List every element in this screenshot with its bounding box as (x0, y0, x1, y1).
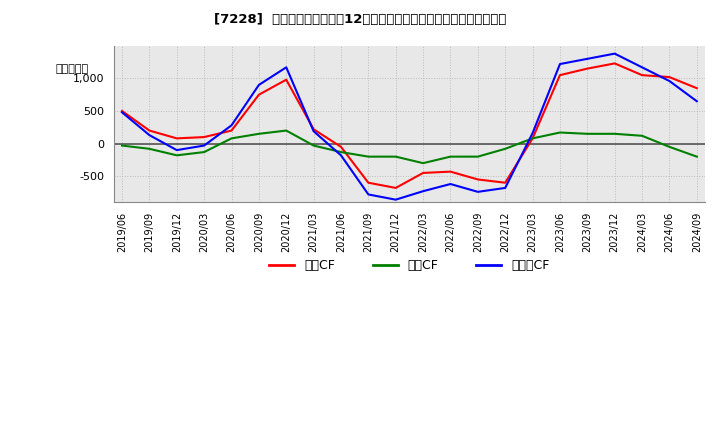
営業CF (228, 128, 236, 133)
営業CF (611, 61, 619, 66)
フリーCF (364, 192, 373, 197)
営業CF (364, 180, 373, 185)
フリーCF (310, 128, 318, 134)
Legend: 営業CF, 投資CF, フリーCF: 営業CF, 投資CF, フリーCF (264, 254, 554, 277)
フリーCF (528, 131, 537, 136)
投資CF (556, 130, 564, 135)
投資CF (200, 150, 209, 155)
投資CF (446, 154, 455, 159)
フリーCF (255, 82, 264, 88)
フリーCF (665, 78, 674, 84)
投資CF (392, 154, 400, 159)
投資CF (665, 144, 674, 150)
営業CF (117, 108, 126, 114)
営業CF (501, 180, 510, 185)
投資CF (419, 161, 428, 166)
営業CF (638, 73, 647, 78)
投資CF (282, 128, 291, 133)
投資CF (583, 131, 592, 136)
営業CF (446, 169, 455, 174)
投資CF (228, 136, 236, 141)
投資CF (693, 154, 701, 159)
営業CF (693, 85, 701, 91)
フリーCF (173, 147, 181, 153)
フリーCF (145, 132, 154, 138)
投資CF (638, 133, 647, 139)
営業CF (419, 170, 428, 176)
Line: フリーCF: フリーCF (122, 54, 697, 200)
投資CF (255, 131, 264, 136)
フリーCF (583, 56, 592, 62)
投資CF (364, 154, 373, 159)
フリーCF (446, 181, 455, 187)
フリーCF (228, 123, 236, 128)
Line: 営業CF: 営業CF (122, 63, 697, 188)
フリーCF (611, 51, 619, 56)
フリーCF (556, 62, 564, 67)
営業CF (255, 92, 264, 97)
投資CF (310, 143, 318, 148)
フリーCF (501, 185, 510, 191)
Y-axis label: （百万円）: （百万円） (56, 64, 89, 74)
投資CF (611, 131, 619, 136)
投資CF (145, 146, 154, 151)
営業CF (583, 66, 592, 71)
投資CF (501, 146, 510, 151)
フリーCF (392, 197, 400, 202)
営業CF (556, 73, 564, 78)
投資CF (528, 136, 537, 141)
営業CF (665, 74, 674, 80)
フリーCF (337, 153, 346, 158)
フリーCF (117, 110, 126, 115)
フリーCF (200, 143, 209, 148)
フリーCF (419, 189, 428, 194)
投資CF (173, 153, 181, 158)
営業CF (392, 185, 400, 191)
フリーCF (693, 99, 701, 104)
Line: 投資CF: 投資CF (122, 131, 697, 163)
投資CF (337, 150, 346, 155)
営業CF (200, 135, 209, 140)
営業CF (173, 136, 181, 141)
営業CF (145, 128, 154, 133)
フリーCF (282, 65, 291, 70)
投資CF (117, 143, 126, 148)
営業CF (337, 144, 346, 150)
営業CF (282, 77, 291, 82)
フリーCF (638, 65, 647, 70)
Text: [7228]  キャッシュフローの12か月移動合計の対前年同期増減額の推移: [7228] キャッシュフローの12か月移動合計の対前年同期増減額の推移 (214, 13, 506, 26)
営業CF (310, 127, 318, 132)
営業CF (528, 136, 537, 141)
投資CF (474, 154, 482, 159)
フリーCF (474, 189, 482, 194)
営業CF (474, 177, 482, 182)
